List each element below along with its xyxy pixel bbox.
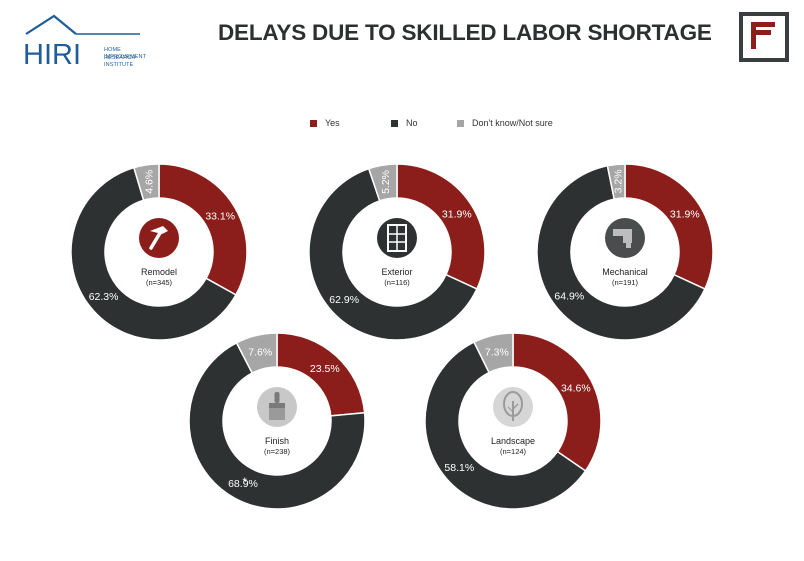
data-label-finish-yes: 23.5% [310, 363, 340, 375]
slice-exterior-yes [396, 163, 486, 290]
data-label-remodel-no: 62.3% [89, 291, 119, 303]
data-label-landscape-no: 58.1% [444, 462, 474, 474]
page-title: DELAYS DUE TO SKILLED LABOR SHORTAGE [218, 20, 712, 45]
logo-subtitle-line1: HOME IMPROVEMENT [104, 47, 147, 60]
data-label-mechanical-yes: 31.9% [670, 208, 700, 220]
legend-swatch-no [391, 119, 398, 127]
data-label-landscape-dont-know: 7.3% [485, 346, 509, 358]
legend-item-dont-know: Don't know/Not sure [457, 118, 553, 128]
donut-finish: 23.5%68.9%*7.6%*Finish(n=238) [188, 327, 366, 510]
slice-finish-dont-know [235, 332, 278, 375]
slice-landscape-dont-know [473, 332, 514, 374]
category-label-remodel: Remodel [141, 267, 177, 277]
brand-mark-icon [739, 12, 789, 62]
significance-star-remodel-yes: * [232, 195, 237, 209]
hammer-icon [139, 218, 179, 258]
data-label-exterior-no: 62.9% [329, 294, 359, 306]
house-roof-icon: HIRI [23, 14, 140, 71]
category-label-mechanical: Mechanical [602, 267, 648, 277]
data-label-finish-no: 68.9% [228, 478, 258, 490]
legend-swatch-dont-know [457, 119, 464, 127]
data-label-remodel-dont-know: 4.6% [143, 170, 155, 194]
slice-mechanical-dont-know [606, 163, 626, 200]
window-icon [377, 218, 417, 258]
slice-mechanical-no [536, 164, 706, 341]
data-label-remodel-yes: 33.1% [205, 211, 235, 223]
hiri-logo: HIRI HOME IMPROVEMENT RESEARCH INSTITUTE [20, 14, 152, 71]
data-label-landscape-yes: 34.6% [561, 382, 591, 394]
slice-mechanical-yes [624, 163, 714, 290]
category-label-landscape: Landscape [491, 436, 535, 446]
data-label-finish-dont-know: 7.6% [248, 347, 272, 359]
chart-legend: Yes No Don't know/Not sure [0, 118, 804, 132]
legend-swatch-yes [310, 119, 317, 127]
sample-size-label-finish: (n=238) [264, 447, 291, 456]
legend-label-dont-know: Don't know/Not sure [472, 118, 553, 128]
sample-size-label-exterior: (n=116) [384, 278, 410, 287]
significance-star-landscape-yes: * [587, 368, 592, 382]
data-label-exterior-yes: 31.9% [442, 208, 472, 220]
legend-label-yes: Yes [325, 118, 340, 128]
slice-remodel-no [70, 166, 237, 341]
legend-item-yes: Yes [310, 118, 340, 128]
slice-finish-no [188, 341, 366, 510]
sample-size-label-mechanical: (n=191) [612, 278, 639, 287]
slice-exterior-no [308, 167, 478, 341]
paintbrush-icon [257, 387, 297, 427]
sample-size-label-remodel: (n=345) [146, 278, 173, 287]
legend-label-no: No [406, 118, 418, 128]
category-label-exterior: Exterior [381, 267, 412, 277]
faucet-icon [605, 218, 645, 258]
donut-mechanical: 31.9% 64.9% 3.2% Mechanical(n=191) [536, 163, 714, 341]
slice-remodel-dont-know [132, 163, 160, 202]
donut-remodel: 33.1% * 62.3% 4.6% Remodel(n=345) [70, 163, 248, 341]
slice-landscape-yes [512, 332, 602, 472]
category-label-finish: Finish [265, 436, 289, 446]
slice-landscape-no [424, 341, 587, 510]
significance-star-finish-no: * [242, 475, 247, 489]
tree-icon [493, 387, 533, 427]
data-label-exterior-dont-know: 5.2% [380, 170, 392, 194]
sample-size-label-landscape: (n=124) [500, 447, 527, 456]
legend-item-no: No [391, 118, 418, 128]
significance-star-finish-dont-know: * [262, 327, 267, 341]
donut-exterior: 31.9% 62.9% 5.2% Exterior(n=116) [308, 163, 486, 341]
donut-landscape: 34.6%* 58.1% 7.3% Landscape(n=124) [424, 332, 602, 510]
data-label-mechanical-dont-know: 3.2% [612, 169, 624, 193]
logo-subtitle-line2: RESEARCH INSTITUTE [104, 55, 136, 68]
logo-text: HIRI [23, 39, 81, 68]
slice-remodel-yes [158, 163, 248, 296]
slice-exterior-dont-know [367, 163, 398, 202]
data-label-mechanical-no: 64.9% [554, 291, 584, 303]
